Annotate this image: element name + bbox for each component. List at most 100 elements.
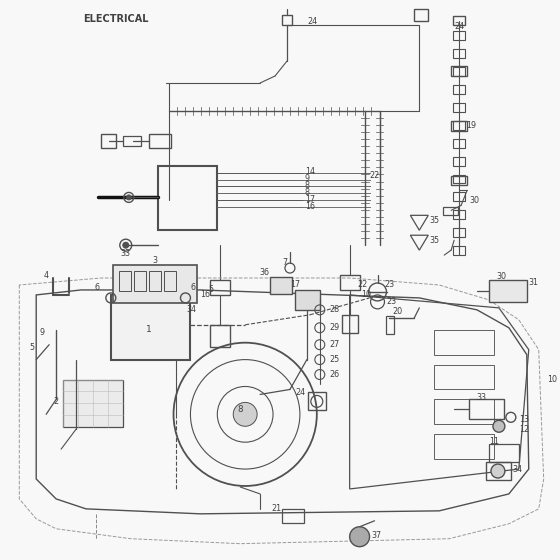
Bar (386, 316, 394, 334)
Text: 12: 12 (519, 424, 529, 434)
Text: 20: 20 (393, 307, 403, 316)
Text: 37: 37 (371, 531, 382, 540)
Bar (211, 280, 230, 295)
Text: 34: 34 (513, 465, 523, 474)
Text: 4: 4 (43, 270, 48, 279)
Bar (113, 265, 198, 303)
Text: 33: 33 (476, 393, 486, 402)
Text: 33: 33 (121, 249, 131, 258)
Bar (111, 295, 190, 360)
Text: 34: 34 (186, 305, 197, 314)
Text: 16: 16 (305, 202, 315, 211)
Text: 11: 11 (489, 437, 499, 446)
Bar (486, 462, 511, 480)
Bar (295, 290, 320, 310)
Bar (342, 315, 358, 333)
Text: 10: 10 (362, 291, 372, 300)
Text: 17: 17 (305, 195, 315, 204)
Bar (451, 66, 467, 76)
Bar (157, 166, 217, 230)
Bar (119, 271, 130, 291)
Circle shape (233, 403, 257, 426)
Bar (453, 246, 465, 255)
Bar (453, 49, 465, 58)
Text: 22: 22 (370, 171, 380, 180)
Bar (453, 211, 465, 220)
Text: 3: 3 (153, 255, 157, 264)
Bar (453, 31, 465, 40)
Text: 29: 29 (330, 323, 340, 332)
Bar (453, 157, 465, 166)
Bar (489, 444, 519, 462)
Text: 7: 7 (282, 258, 287, 267)
Text: 8: 8 (305, 181, 310, 190)
Bar (453, 228, 465, 237)
Bar (469, 399, 504, 419)
Text: 22: 22 (358, 281, 368, 290)
Bar (434, 434, 494, 459)
Bar (434, 330, 494, 354)
Text: 16: 16 (200, 291, 211, 300)
Text: 8: 8 (237, 405, 243, 414)
Text: 9: 9 (39, 328, 44, 337)
Text: 30: 30 (497, 272, 507, 281)
Bar (414, 10, 428, 21)
Text: 35: 35 (430, 236, 440, 245)
Bar (489, 280, 527, 302)
Text: 6: 6 (95, 283, 100, 292)
Text: 14: 14 (305, 167, 315, 176)
Bar (282, 509, 304, 523)
Text: 1: 1 (146, 325, 151, 334)
Text: 19: 19 (466, 122, 476, 130)
Text: 10: 10 (547, 375, 557, 384)
Text: 17: 17 (290, 281, 300, 290)
Circle shape (126, 195, 131, 200)
Text: 25: 25 (330, 355, 340, 364)
Circle shape (123, 242, 129, 248)
Text: 23: 23 (386, 297, 396, 306)
Bar (453, 67, 465, 76)
Bar (453, 16, 465, 25)
Bar (123, 136, 141, 146)
Text: 36: 36 (259, 268, 269, 277)
Bar (451, 175, 467, 185)
Bar (443, 207, 458, 216)
Text: 28: 28 (330, 305, 340, 314)
Text: 2: 2 (53, 397, 58, 406)
Bar (453, 85, 465, 94)
Text: 31: 31 (529, 278, 539, 287)
Bar (453, 121, 465, 130)
Circle shape (493, 421, 505, 432)
Bar (211, 325, 230, 347)
Circle shape (349, 527, 370, 547)
Text: 8: 8 (305, 188, 310, 197)
Text: 30: 30 (469, 196, 479, 205)
Bar (434, 399, 494, 424)
Bar (164, 271, 175, 291)
Text: 21: 21 (271, 505, 281, 514)
Bar (451, 121, 467, 130)
Bar (308, 393, 326, 410)
Bar (63, 380, 123, 427)
Bar (453, 139, 465, 148)
Text: 24: 24 (295, 388, 305, 397)
Text: 24: 24 (308, 17, 318, 26)
Text: 13: 13 (519, 415, 529, 424)
Bar (453, 103, 465, 112)
Bar (134, 271, 146, 291)
Bar (453, 175, 465, 184)
Bar (270, 277, 292, 294)
Bar (282, 15, 292, 25)
Bar (434, 365, 494, 389)
Text: 5: 5 (208, 286, 213, 295)
Text: 27: 27 (330, 340, 340, 349)
Bar (453, 193, 465, 202)
Text: 6: 6 (190, 283, 195, 292)
Bar (340, 275, 360, 290)
Bar (148, 134, 171, 148)
Text: ELECTRICAL: ELECTRICAL (83, 15, 148, 24)
Text: 9: 9 (305, 174, 310, 183)
Bar (148, 271, 161, 291)
Circle shape (491, 464, 505, 478)
Text: 23: 23 (385, 281, 395, 290)
